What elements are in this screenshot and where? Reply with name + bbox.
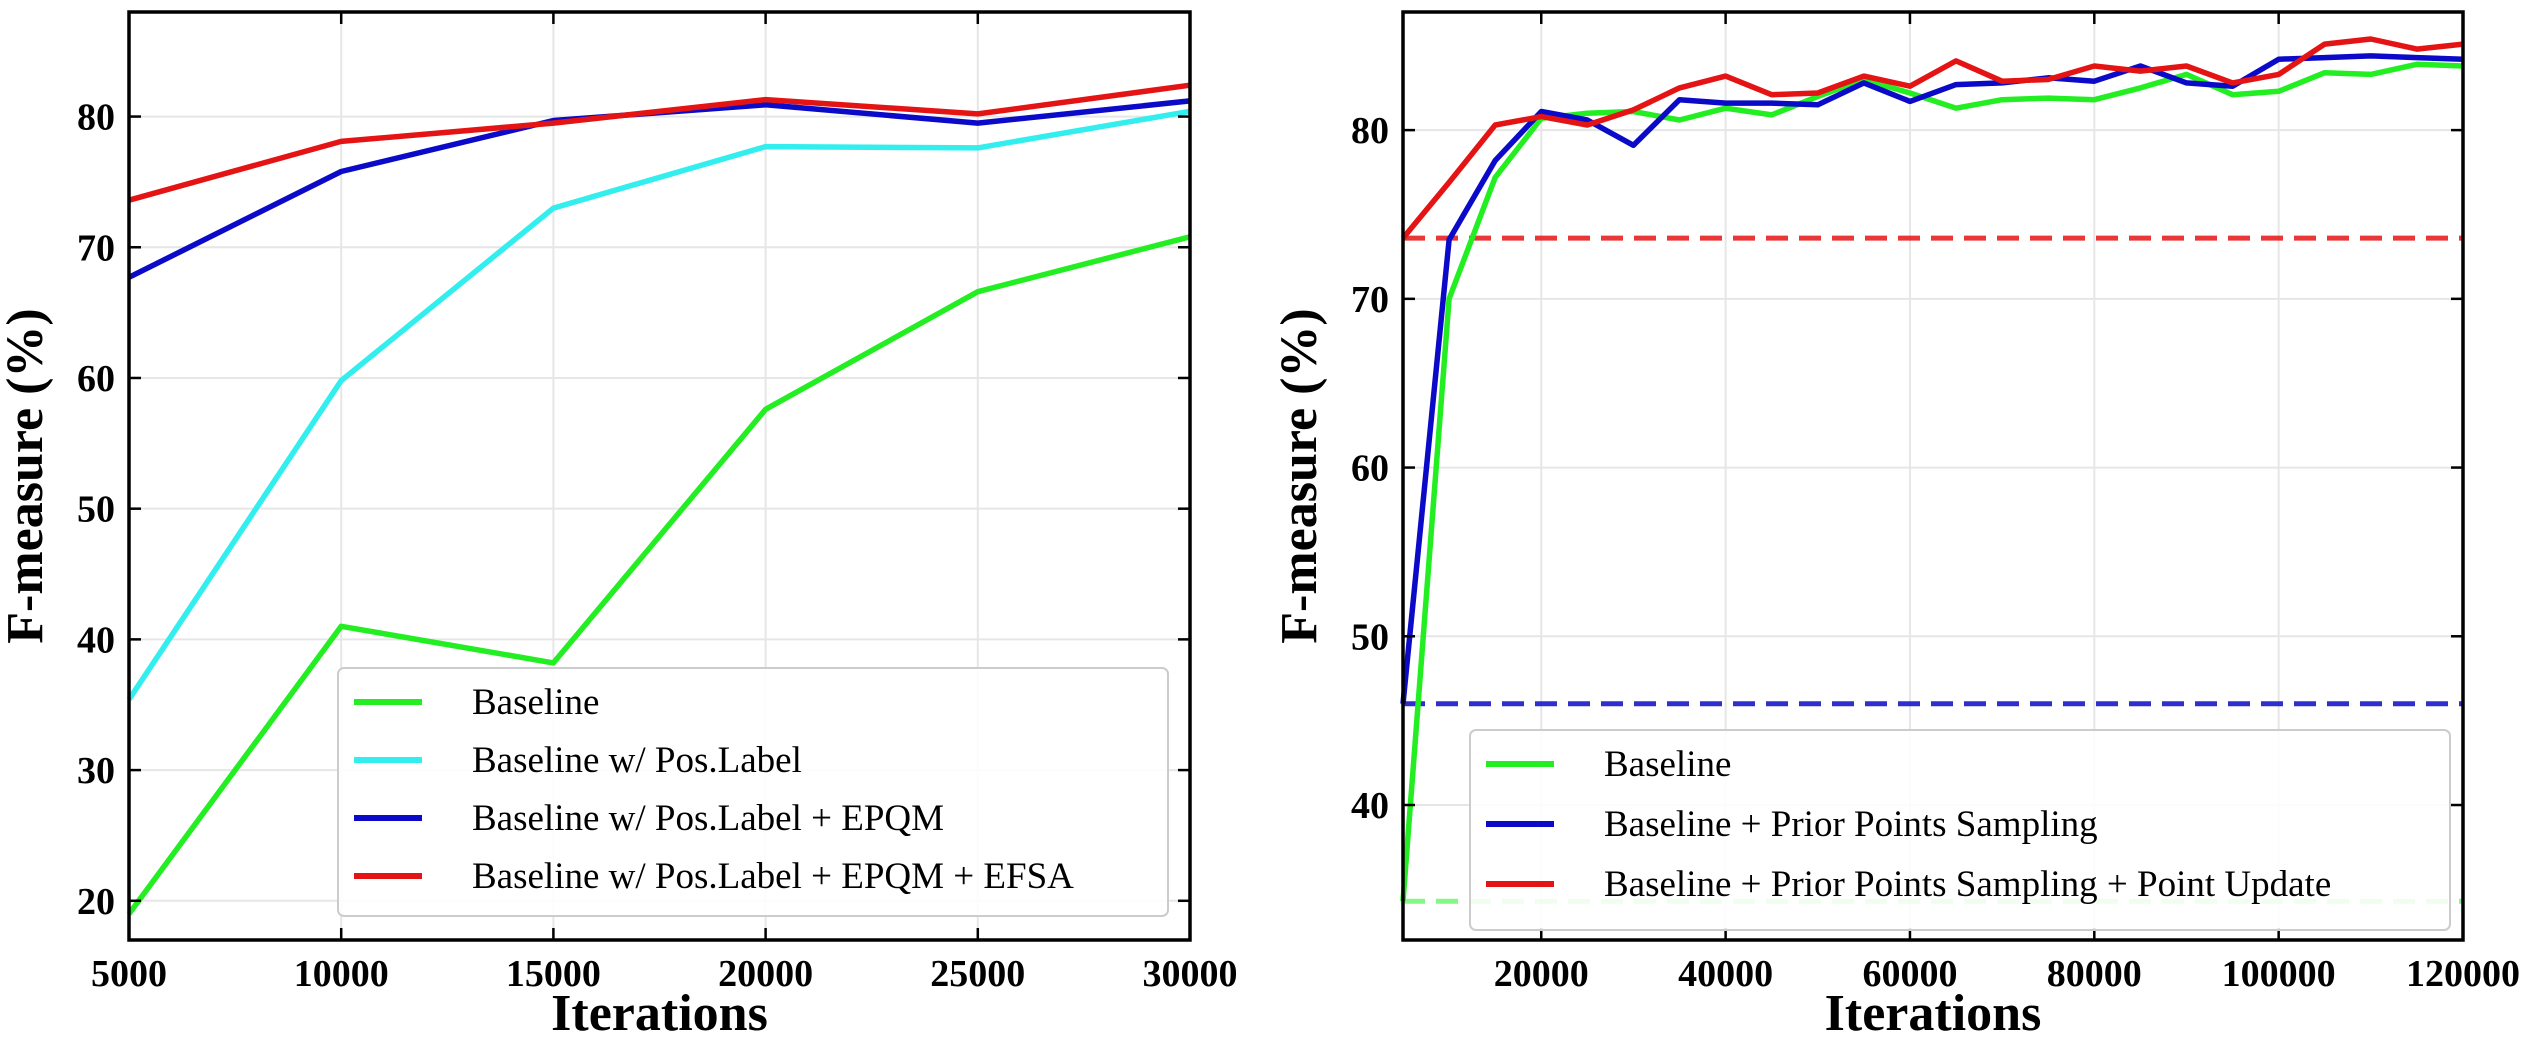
- right-y-tick-label: 80: [1351, 110, 1389, 152]
- right-legend-label-3: Baseline + Prior Points Sampling + Point…: [1604, 864, 2331, 905]
- right-y-axis-label: F-measure (%): [1271, 308, 1328, 644]
- right-x-tick-label: 40000: [1678, 953, 1773, 995]
- right-legend-label-2: Baseline + Prior Points Sampling: [1604, 804, 2098, 845]
- left-chart-panel: 5000 10000 15000 20000 25000 30000 20 30 40 50 60 7…: [0, 10, 1238, 1042]
- left-x-tick-label: 15000: [506, 953, 601, 995]
- left-legend-label-3: Baseline w/ Pos.Label + EPQM: [472, 798, 944, 839]
- left-y-tick-label: 50: [77, 489, 115, 531]
- right-legend-label-1: Baseline: [1604, 744, 1731, 785]
- left-series-line-1: [126, 234, 1191, 916]
- left-y-tick-label: 30: [77, 750, 115, 792]
- right-x-tick-label: 80000: [2047, 953, 2142, 995]
- right-x-tick-label: 20000: [1494, 953, 1589, 995]
- left-y-tick-label: 60: [77, 358, 115, 400]
- right-y-tick-label: 70: [1351, 279, 1389, 321]
- right-x-tick-label: 60000: [1862, 953, 1957, 995]
- left-series-line-2: [126, 108, 1191, 702]
- right-series-line-1: [1400, 61, 2464, 902]
- left-y-tick-label: 20: [77, 881, 115, 923]
- left-y-tick-label: 40: [77, 619, 115, 661]
- left-legend-label-2: Baseline w/ Pos.Label: [472, 740, 802, 781]
- left-y-axis-label: F-measure (%): [0, 308, 54, 644]
- left-x-tick-label: 30000: [1143, 953, 1238, 995]
- left-legend-box: [337, 667, 1169, 917]
- right-x-axis-label: Iterations: [1825, 985, 2042, 1042]
- right-legend: Baseline Baseline + Prior Points Sampling…: [1469, 729, 2451, 931]
- left-legend: Baseline Baseline w/ Pos.Label Baseline w/…: [337, 667, 1169, 917]
- left-legend-label-1: Baseline: [472, 682, 599, 723]
- left-x-tick-label: 20000: [718, 953, 813, 995]
- right-plot-frame: [1401, 10, 2465, 942]
- right-y-tick-label: 50: [1351, 616, 1389, 658]
- left-series-line-4: [128, 82, 1191, 203]
- left-x-tick-label: 5000: [91, 953, 167, 995]
- left-x-tick-label: 25000: [930, 953, 1025, 995]
- left-series-line-3: [127, 98, 1191, 280]
- left-x-tick-label: 10000: [294, 953, 389, 995]
- left-legend-label-4: Baseline w/ Pos.Label + EPQM + EFSA: [472, 856, 1074, 897]
- right-series-line-2: [1400, 53, 2464, 705]
- left-y-tick-label: 80: [77, 97, 115, 139]
- right-x-tick-label: 100000: [2222, 953, 2336, 995]
- right-series-line-3: [1400, 36, 2464, 240]
- right-x-tick-label: 120000: [2406, 953, 2520, 995]
- left-y-tick-label: 70: [77, 227, 115, 269]
- right-y-tick-label: 60: [1351, 448, 1389, 490]
- left-plot-frame: [127, 10, 1192, 942]
- right-y-tick-label: 40: [1351, 785, 1389, 827]
- right-chart-panel: 20000 40000 60000 80000 100000 120000 40 50 60 70…: [1271, 10, 2520, 1042]
- right-legend-box: [1469, 729, 2451, 931]
- left-x-axis-label: Iterations: [551, 985, 768, 1042]
